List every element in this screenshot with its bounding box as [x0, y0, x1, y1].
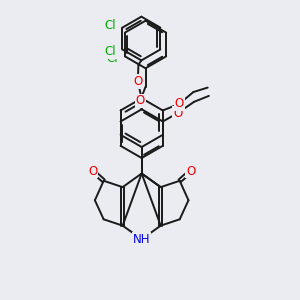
- Text: O: O: [136, 94, 145, 107]
- Text: O: O: [173, 106, 182, 120]
- Text: Cl: Cl: [105, 45, 116, 58]
- Text: NH: NH: [133, 233, 150, 246]
- Text: Cl: Cl: [105, 19, 116, 32]
- Text: O: O: [88, 164, 97, 178]
- Text: O: O: [175, 98, 184, 110]
- Text: O: O: [186, 164, 195, 178]
- Text: Cl: Cl: [107, 23, 118, 36]
- Text: O: O: [133, 75, 142, 88]
- Text: Cl: Cl: [107, 52, 118, 65]
